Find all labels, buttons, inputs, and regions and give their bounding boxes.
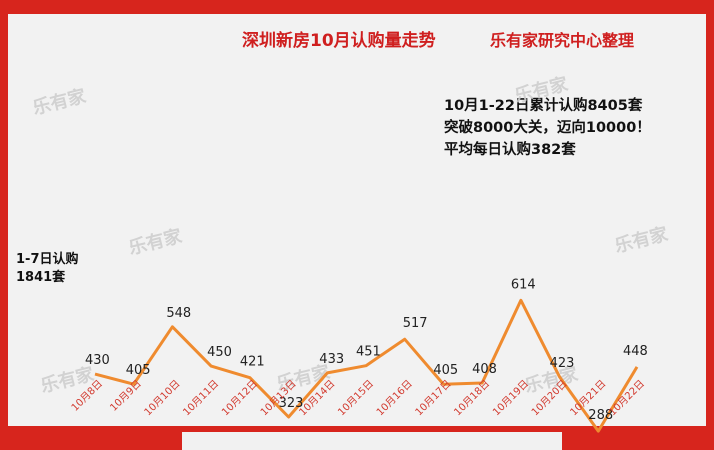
data-label: 288 [588, 408, 613, 423]
annotation-line-3: 平均每日认购382套 [444, 142, 576, 158]
x-tick-label: 10月19日 [490, 378, 531, 419]
x-tick-label: 10月10日 [142, 378, 183, 419]
series-line [94, 298, 639, 433]
chart-panel [8, 14, 706, 426]
data-label: 450 [207, 345, 232, 360]
data-label: 517 [403, 316, 428, 331]
data-label: 448 [623, 344, 648, 359]
side-note-line-1: 1-7日认购 [16, 252, 79, 267]
x-tick-label: 10月11日 [181, 378, 222, 419]
chart-credit: 乐有家研究中心整理 [490, 31, 635, 50]
data-label: 405 [126, 363, 151, 378]
data-label: 614 [511, 277, 536, 292]
data-label: 421 [240, 355, 265, 370]
data-label: 430 [85, 353, 110, 368]
x-tick-label: 10月15日 [335, 378, 376, 419]
data-label: 451 [356, 345, 381, 360]
x-tick-label: 10月17日 [413, 378, 454, 419]
data-label: 408 [472, 362, 497, 377]
x-tick-label: 10月8日 [69, 378, 105, 414]
data-label: 323 [279, 396, 304, 411]
data-label: 423 [550, 356, 575, 371]
annotation-line-1: 10月1-22日累计认购8405套 [444, 98, 643, 114]
side-note-line-2: 1841套 [16, 270, 66, 285]
x-tick-label: 10月16日 [374, 378, 415, 419]
chart-title: 深圳新房10月认购量走势 [242, 31, 436, 51]
x-tick-label: 10月12日 [219, 378, 260, 419]
data-label: 548 [166, 306, 191, 321]
x-tick-label: 10月20日 [529, 378, 570, 419]
data-label: 433 [319, 352, 344, 367]
bottom-strip [182, 432, 562, 450]
data-label: 405 [433, 363, 458, 378]
annotation-line-2: 突破8000大关，迈向10000！ [444, 120, 651, 136]
